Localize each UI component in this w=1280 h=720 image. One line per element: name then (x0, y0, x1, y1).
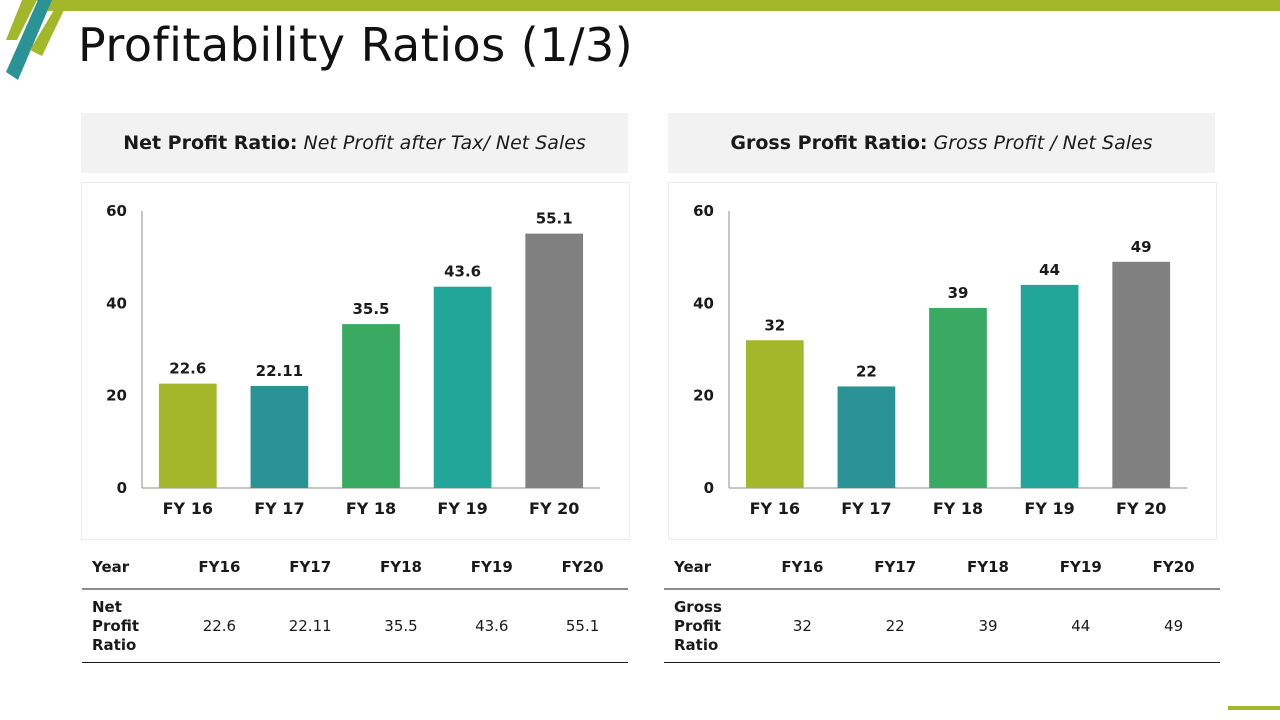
bar (433, 286, 492, 488)
y-tick-label: 0 (117, 479, 127, 497)
x-tick-label: FY 20 (529, 499, 579, 518)
x-tick-label: FY 17 (841, 499, 891, 518)
net-profit-table-header-row: Year FY16 FY17 FY18 FY19 FY20 (82, 546, 628, 589)
table-header-cell: FY16 (198, 558, 241, 576)
gross-profit-header-formula: Gross Profit / Net Sales (927, 132, 1153, 154)
x-tick-label: FY 18 (346, 499, 396, 518)
table-row: Gross Profit Ratio 32 22 39 44 49 (664, 589, 1220, 663)
net-profit-chart-area: 0 20 40 60 22.6 FY 16 22.11 FY 17 35.5 FY 18 43.6 F… (81, 182, 630, 540)
table-cell: 44 (1071, 617, 1091, 635)
table-cell: 22.6 (202, 617, 237, 635)
table-cell: 49 (1164, 617, 1184, 635)
x-tick-label: FY 16 (750, 499, 800, 518)
table-header-year: Year (674, 558, 712, 576)
table-cell: 39 (978, 617, 998, 635)
table-header-cell: FY20 (1152, 558, 1195, 576)
net-profit-header-label: Net Profit Ratio: (123, 132, 298, 154)
x-tick-label: FY 18 (933, 499, 983, 518)
table-cell: 43.6 (475, 617, 509, 635)
page-title: Profitability Ratios (1/3) (78, 18, 634, 72)
net-profit-ratio-header: Net Profit Ratio: Net Profit after Tax/ … (81, 113, 628, 173)
table-header-cell: FY18 (967, 558, 1009, 576)
data-label: 55.1 (536, 210, 573, 228)
data-label: 35.5 (352, 300, 389, 318)
table-header-cell: FY18 (380, 558, 422, 576)
y-tick-label: 60 (106, 202, 127, 220)
bar (525, 233, 584, 488)
table-header-cell: FY19 (470, 558, 513, 576)
table-header-cell: FY17 (289, 558, 332, 576)
data-label: 22 (856, 362, 877, 380)
y-tick-label: 40 (106, 294, 127, 312)
table-cell: 32 (792, 617, 812, 635)
data-label: 39 (948, 284, 969, 302)
data-label: 32 (764, 316, 785, 334)
bar (745, 340, 804, 488)
net-profit-header-formula: Net Profit after Tax/ Net Sales (297, 132, 586, 154)
y-tick-label: 20 (106, 387, 127, 405)
accent-stripe-green-right (30, 10, 64, 56)
table-cell: 35.5 (384, 617, 418, 635)
x-tick-label: FY 20 (1116, 499, 1166, 518)
table-row-label: Gross Profit Ratio (674, 597, 722, 654)
gross-profit-chart: 0 20 40 60 32 FY 16 22 FY 17 39 FY 18 44 FY 19 49 FY … (693, 202, 1187, 518)
table-header-cell: FY17 (874, 558, 917, 576)
bottom-right-accent (1228, 706, 1280, 710)
gross-profit-header-label: Gross Profit Ratio: (730, 132, 928, 154)
table-header-cell: FY20 (561, 558, 604, 576)
x-tick-label: FY 19 (437, 499, 487, 518)
x-tick-label: FY 16 (163, 499, 213, 518)
bar (158, 383, 217, 488)
gross-profit-ratio-header: Gross Profit Ratio: Gross Profit / Net S… (668, 113, 1215, 173)
gross-profit-table-header-row: Year FY16 FY17 FY18 FY19 FY20 (664, 546, 1220, 589)
gross-profit-chart-area: 0 20 40 60 32 FY 16 22 FY 17 39 FY 18 44 FY 19 49 FY … (668, 182, 1217, 540)
data-label: 43.6 (444, 263, 481, 281)
table-header-cell: FY16 (781, 558, 824, 576)
data-label: 22.6 (169, 360, 206, 378)
x-tick-label: FY 17 (254, 499, 304, 518)
table-cell: 22 (885, 617, 905, 635)
accent-stripe-teal (6, 0, 52, 80)
table-row-label: Net Profit Ratio (92, 597, 139, 654)
data-label: 44 (1039, 261, 1060, 279)
table-row: Net Profit Ratio 22.6 22.11 35.5 43.6 55.1 (82, 589, 628, 663)
x-tick-label: FY 19 (1024, 499, 1074, 518)
bar (1020, 284, 1079, 488)
y-tick-label: 40 (693, 294, 714, 312)
accent-stripe-green-left (6, 0, 37, 40)
bar (250, 385, 309, 488)
y-tick-label: 60 (693, 202, 714, 220)
net-profit-chart: 0 20 40 60 22.6 FY 16 22.11 FY 17 35.5 FY 18 43.6 F… (106, 202, 600, 518)
table-cell: 55.1 (565, 617, 600, 635)
table-header-cell: FY19 (1059, 558, 1102, 576)
y-tick-label: 0 (704, 479, 714, 497)
bar (1112, 261, 1171, 488)
table-cell: 22.11 (288, 617, 332, 635)
net-profit-table: Year FY16 FY17 FY18 FY19 FY20 Net Profit R… (82, 546, 628, 663)
top-accent-bar (36, 0, 1280, 11)
gross-profit-table: Year FY16 FY17 FY18 FY19 FY20 Gross Profi… (664, 546, 1220, 663)
header-decoration (6, 0, 1280, 80)
data-label: 49 (1131, 238, 1152, 256)
bar (837, 386, 896, 488)
data-label: 22.11 (256, 362, 303, 380)
y-tick-label: 20 (693, 387, 714, 405)
table-header-year: Year (92, 558, 130, 576)
bar (342, 324, 400, 488)
bar (929, 307, 987, 488)
